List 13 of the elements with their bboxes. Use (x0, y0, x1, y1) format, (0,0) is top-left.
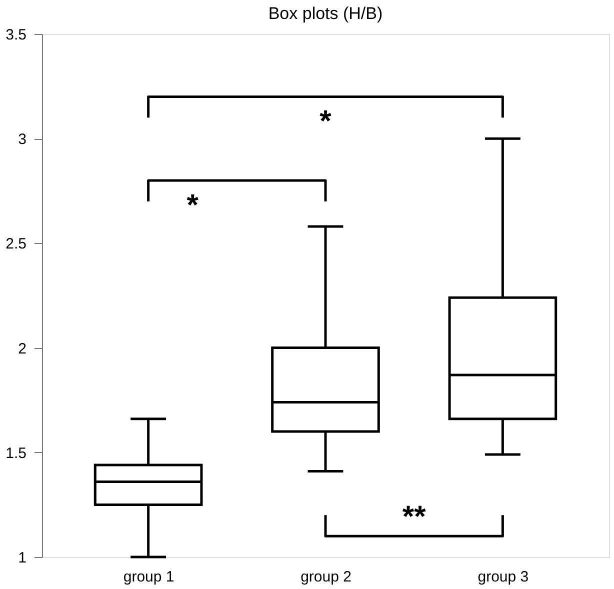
y-tick-label: 3.5 (6, 26, 26, 44)
y-tick-label: 1.5 (6, 444, 26, 462)
chart-title: Box plots (H/B) (268, 4, 383, 23)
annotation: ** (402, 500, 426, 534)
x-tick-label: group 1 (123, 568, 174, 586)
x-tick-label: group 3 (478, 568, 529, 586)
y-tick-label: 1 (18, 550, 26, 566)
x-tick-label: group 2 (300, 568, 352, 586)
annotation: * (320, 105, 332, 138)
y-tick-label: 2.5 (6, 236, 26, 253)
annotation: * (186, 188, 199, 222)
y-tick-label: 3 (18, 131, 26, 148)
y-tick-label: 2 (18, 340, 26, 358)
